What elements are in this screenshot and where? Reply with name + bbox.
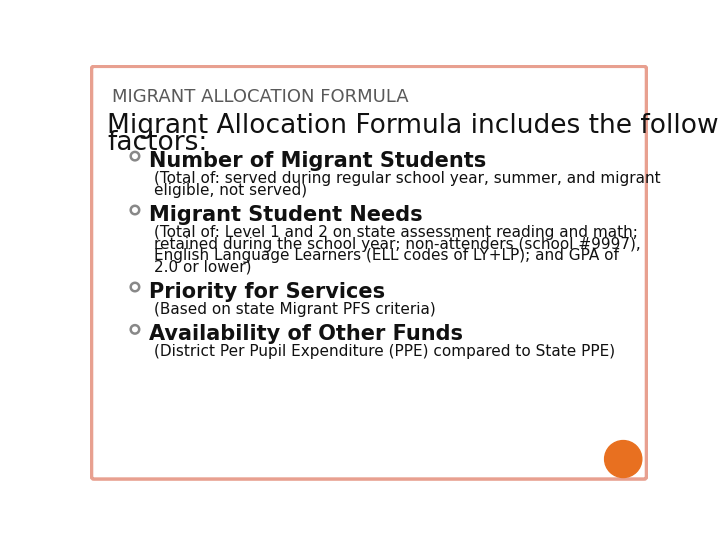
FancyBboxPatch shape [91,66,647,479]
Text: Migrant Allocation Formula includes the following: Migrant Allocation Formula includes the … [107,112,720,139]
Text: (Total of: Level 1 and 2 on state assessment reading and math;: (Total of: Level 1 and 2 on state assess… [153,225,637,240]
Text: Number of Migrant Students: Number of Migrant Students [149,151,486,171]
Text: eligible, not served): eligible, not served) [153,183,307,198]
Text: retained during the school year; non-attenders (school #9997),: retained during the school year; non-att… [153,237,640,252]
Circle shape [605,441,642,477]
Text: English Language Learners (ELL codes of LY+LP); and GPA of: English Language Learners (ELL codes of … [153,248,618,263]
Text: (Total of: served during regular school year, summer, and migrant: (Total of: served during regular school … [153,171,660,186]
Text: factors:: factors: [107,130,207,156]
Text: Priority for Services: Priority for Services [149,282,385,302]
Text: Availability of Other Funds: Availability of Other Funds [149,325,463,345]
Text: (Based on state Migrant PFS criteria): (Based on state Migrant PFS criteria) [153,302,436,317]
Text: 2.0 or lower): 2.0 or lower) [153,260,251,275]
Text: Migrant Student Needs: Migrant Student Needs [149,205,423,225]
Text: (District Per Pupil Expenditure (PPE) compared to State PPE): (District Per Pupil Expenditure (PPE) co… [153,345,615,359]
Text: MIGRANT ALLOCATION FORMULA: MIGRANT ALLOCATION FORMULA [112,88,408,106]
